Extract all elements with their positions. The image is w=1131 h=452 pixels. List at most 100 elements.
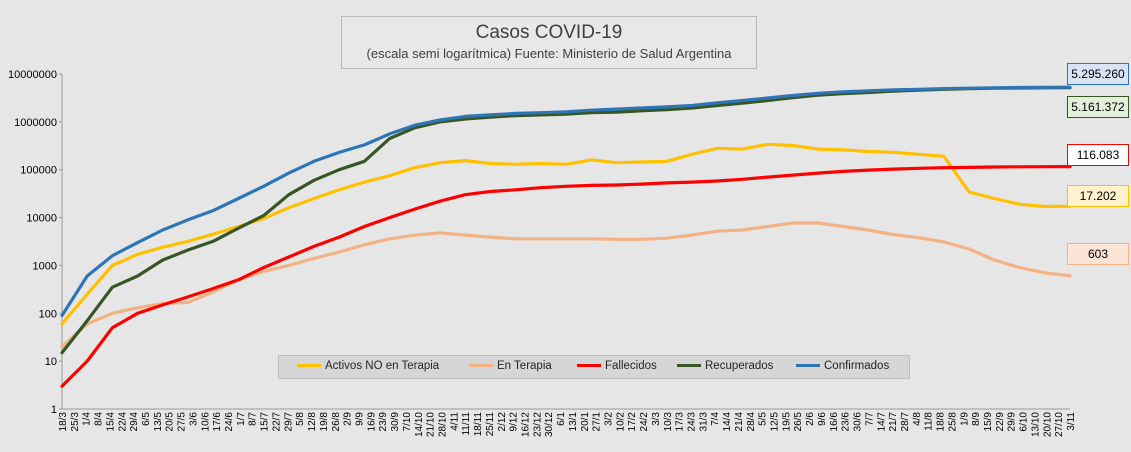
x-tick-label: 15/7 <box>260 412 271 432</box>
x-tick-label: 21/4 <box>734 412 745 432</box>
x-tick-label: 18/8 <box>936 412 947 432</box>
x-tick-label: 2/12 <box>497 412 508 432</box>
x-tick-label: 25/11 <box>485 412 496 437</box>
x-tick-label: 24/2 <box>639 412 650 432</box>
legend-swatch-confirmados <box>796 364 820 368</box>
legend-item-terapia: En Terapia <box>469 360 552 372</box>
legend-item-fallecidos: Fallecidos <box>577 360 657 372</box>
x-tick-label: 11/11 <box>461 412 472 436</box>
x-tick-label: 30/9 <box>390 412 401 432</box>
x-tick-label: 27/5 <box>177 412 188 432</box>
callout-terapia: 603 <box>1067 243 1129 265</box>
x-tick-label: 3/2 <box>604 412 615 426</box>
legend-swatch-activos <box>297 364 321 368</box>
legend-swatch-terapia <box>469 364 493 368</box>
legend-swatch-recuperados <box>677 364 701 368</box>
x-tick-label: 16/12 <box>520 412 531 437</box>
series-line-3 <box>60 86 1072 355</box>
x-tick-label: 28/7 <box>900 412 911 432</box>
x-tick-label: 20/1 <box>580 412 591 432</box>
chart-title: Casos COVID-19 <box>475 22 623 43</box>
x-tick-label: 1/7 <box>236 412 247 426</box>
x-tick-label: 5/5 <box>758 412 769 426</box>
x-tick-label: 22/9 <box>995 412 1006 432</box>
y-tick-label: 1000 <box>33 260 57 272</box>
x-tick-label: 24/3 <box>687 412 698 432</box>
x-tick-label: 5/8 <box>295 412 306 426</box>
x-tick-label: 21/7 <box>888 412 899 432</box>
x-tick-label: 29/9 <box>1007 412 1018 432</box>
x-tick-label: 8/7 <box>248 412 259 426</box>
y-tick-label: 100000 <box>20 165 57 177</box>
legend-item-confirmados: Confirmados <box>796 360 889 372</box>
x-tick-label: 9/6 <box>817 412 828 426</box>
x-tick-label: 21/10 <box>426 412 437 437</box>
chart-subtitle: (escala semi logarítmica) Fuente: Minist… <box>366 46 732 61</box>
x-tick-label: 28/10 <box>437 412 448 437</box>
legend-item-activos: Activos NO en Terapia <box>297 360 439 372</box>
x-tick-label: 3/11 <box>1066 412 1077 431</box>
x-tick-label: 23/6 <box>841 412 852 432</box>
legend-label-fallecidos: Fallecidos <box>605 360 657 372</box>
x-tick-label: 25/8 <box>947 412 958 432</box>
x-tick-label: 30/6 <box>853 412 864 432</box>
x-tick-label: 26/8 <box>331 412 342 432</box>
x-tick-label: 22/7 <box>271 412 282 432</box>
y-tick-label: 100 <box>39 308 57 320</box>
x-tick-label: 27/1 <box>592 412 603 432</box>
x-tick-label: 2/9 <box>343 412 354 426</box>
x-tick-label: 29/7 <box>283 412 294 432</box>
series-line-0 <box>60 142 1072 326</box>
x-tick-label: 15/9 <box>983 412 994 432</box>
x-tick-label: 19/8 <box>319 412 330 432</box>
x-tick-label: 29/4 <box>129 412 140 432</box>
x-tick-label: 10/6 <box>200 412 211 432</box>
x-tick-label: 12/5 <box>770 412 781 432</box>
x-tick-label: 19/5 <box>781 412 792 432</box>
x-tick-label: 2/6 <box>805 412 816 426</box>
x-tick-label: 26/5 <box>793 412 804 432</box>
x-tick-label: 4/11 <box>449 412 460 431</box>
x-tick-label: 6/1 <box>556 412 567 426</box>
x-tick-label: 17/6 <box>212 412 223 432</box>
x-tick-label: 18/11 <box>473 412 484 437</box>
x-tick-label: 1/9 <box>959 412 970 426</box>
x-tick-label: 24/6 <box>224 412 235 432</box>
x-tick-label: 18/3 <box>58 412 69 432</box>
legend: Activos NO en Terapia En Terapia Falleci… <box>278 355 910 379</box>
x-tick-label: 13/1 <box>568 412 579 432</box>
x-tick-label: 14/7 <box>876 412 887 432</box>
x-tick-label: 25/3 <box>70 412 81 432</box>
x-tick-label: 22/4 <box>117 412 128 432</box>
x-tick-label: 16/6 <box>829 412 840 432</box>
x-tick-label: 3/6 <box>188 412 199 426</box>
x-tick-label: 28/4 <box>746 412 757 432</box>
legend-label-confirmados: Confirmados <box>824 360 890 372</box>
x-tick-label: 8/9 <box>971 412 982 426</box>
x-tick-label: 3/3 <box>651 412 662 426</box>
x-tick-label: 14/10 <box>414 412 425 437</box>
x-tick-label: 13/5 <box>153 412 164 432</box>
x-tick-label: 17/3 <box>675 412 686 432</box>
x-tick-label: 6/10 <box>1019 412 1030 432</box>
x-tick-label: 7/10 <box>402 412 413 432</box>
x-tick-label: 13/10 <box>1030 412 1041 437</box>
x-tick-label: 1/4 <box>82 412 93 426</box>
series-line-2 <box>60 165 1072 388</box>
callout-activos: 17.202 <box>1067 185 1129 207</box>
y-tick-label: 10 <box>45 356 57 368</box>
x-tick-label: 9/9 <box>354 412 365 426</box>
x-tick-label: 14/4 <box>722 412 733 432</box>
x-tick-label: 11/8 <box>924 412 935 431</box>
x-tick-label: 23/9 <box>378 412 389 432</box>
x-tick-label: 30/12 <box>544 412 555 437</box>
legend-item-recuperados: Recuperados <box>677 360 773 372</box>
callout-recuperados: 5.161.372 <box>1067 96 1129 118</box>
y-tick-label: 10000 <box>26 213 57 225</box>
legend-label-recuperados: Recuperados <box>705 360 774 372</box>
x-tick-label: 7/7 <box>864 412 875 426</box>
legend-label-activos: Activos NO en Terapia <box>325 360 440 372</box>
x-tick-label: 15/4 <box>105 412 116 432</box>
y-tick-label: 10000000 <box>8 69 57 81</box>
